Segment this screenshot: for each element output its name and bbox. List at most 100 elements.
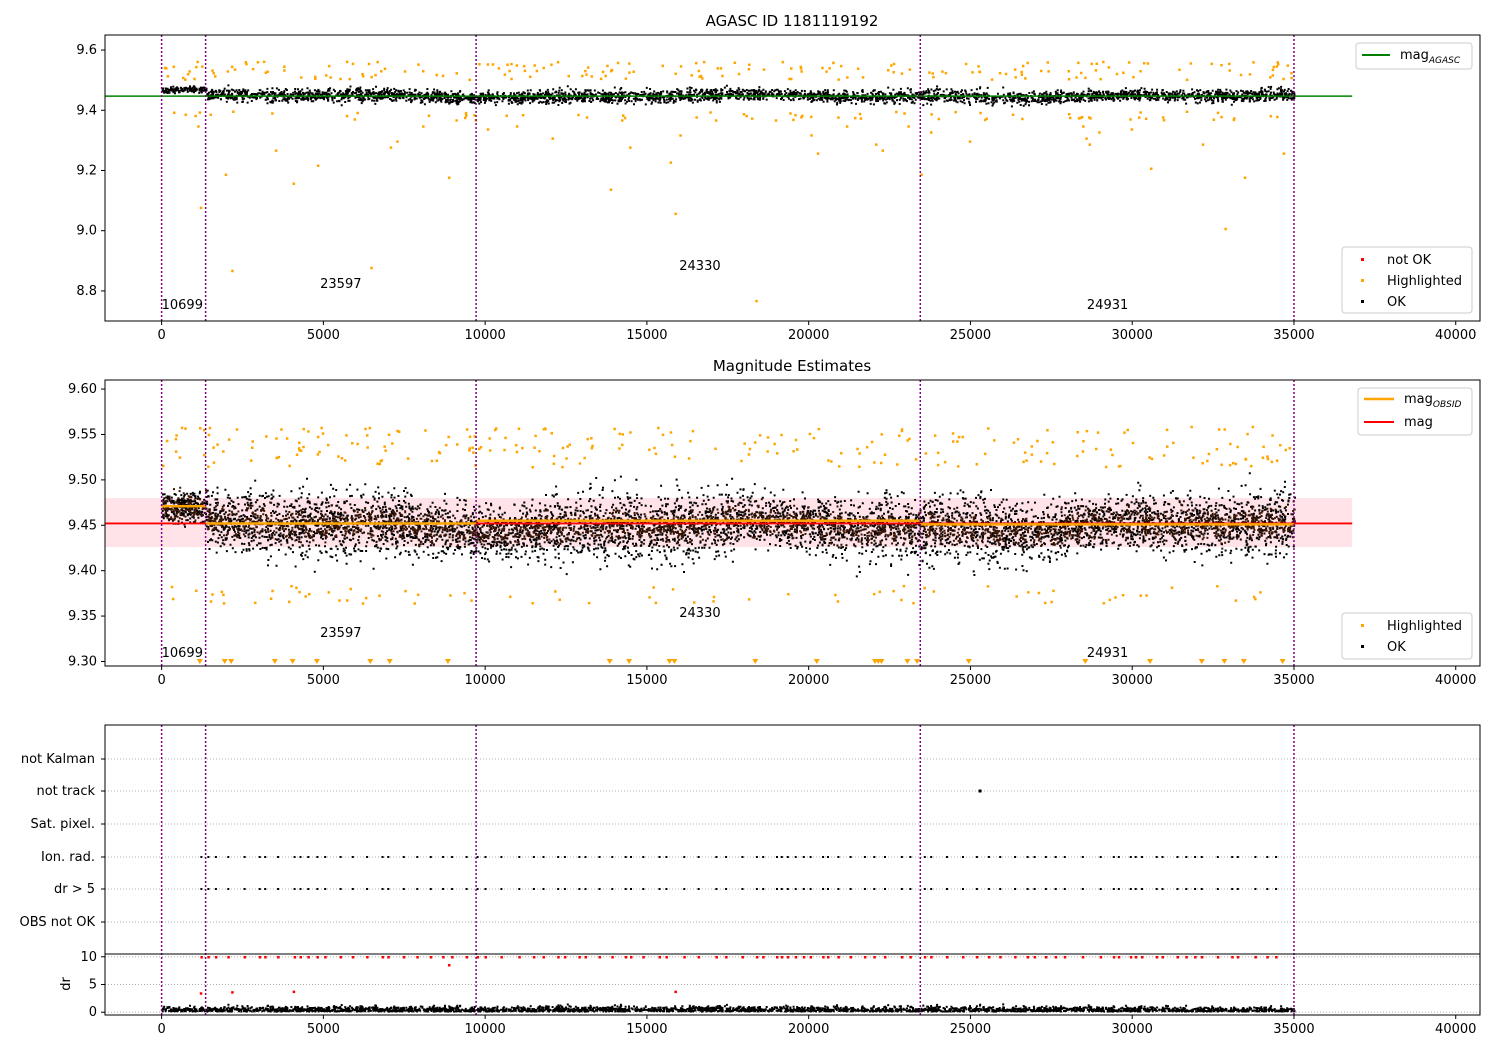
clipped-marker <box>666 659 673 664</box>
legend-label-mag: mag <box>1404 415 1433 430</box>
dr-ok-points <box>161 1003 1296 1013</box>
x-tick-label: 0 <box>157 328 165 343</box>
x-tick-label: 5000 <box>307 328 340 343</box>
x-tick-label: 20000 <box>788 1022 829 1037</box>
x-tick-label: 40000 <box>1435 1022 1476 1037</box>
panel2-ticks: 0 5000 10000 15000 20000 25000 30000 35000 40000… <box>68 382 1476 688</box>
y-tick-label: 9.55 <box>68 427 97 442</box>
clipped-marker <box>367 659 374 664</box>
x-tick-label: 10000 <box>464 328 505 343</box>
clipped-marker <box>1240 659 1247 664</box>
legend-sub-agasc: AGASC <box>1428 56 1461 66</box>
x-tick-label: 15000 <box>626 673 667 688</box>
x-tick-label: 15000 <box>626 1022 667 1037</box>
dr-not-ok-point <box>231 991 234 994</box>
flag-label: dr > 5 <box>54 882 95 897</box>
obsid-label: 24330 <box>679 259 720 274</box>
dr-gt-5-points <box>200 888 1278 890</box>
y-tick-label: 9.40 <box>68 564 97 579</box>
y-tick-label: 9.0 <box>76 224 97 239</box>
clipped-marker <box>1279 659 1286 664</box>
x-tick-label: 25000 <box>950 673 991 688</box>
dr-not-ok-point <box>674 990 677 994</box>
clipped-marker <box>904 659 911 664</box>
clipped-marker <box>271 659 278 664</box>
not-track-point <box>978 789 982 793</box>
x-tick-label: 0 <box>157 673 165 688</box>
ion-rad-points <box>200 856 1278 858</box>
y-tick-label: 9.30 <box>68 654 97 669</box>
x-tick-label: 5000 <box>307 1022 340 1037</box>
y-tick-label: 9.60 <box>68 382 97 397</box>
x-tick-label: 25000 <box>950 1022 991 1037</box>
clipped-marker <box>1198 659 1205 664</box>
clipped-marker <box>386 659 393 664</box>
panel1-frame <box>104 34 1481 322</box>
svg-text:magOBSID: magOBSID <box>1404 392 1462 410</box>
obsid-label: 10699 <box>162 646 203 661</box>
y-tick-label: 9.50 <box>68 473 97 488</box>
x-tick-label: 15000 <box>626 328 667 343</box>
panel3-data <box>105 725 1480 1015</box>
legend-marker-ok <box>1361 300 1364 303</box>
dr-not-ok-points <box>200 956 1278 959</box>
x-tick-label: 25000 <box>950 328 991 343</box>
dr-not-ok-point <box>199 992 203 995</box>
dr-tick-label: 0 <box>89 1005 97 1020</box>
x-tick-label: 35000 <box>1273 1022 1314 1037</box>
panel1-legend-bottom: not OK Highlighted OK <box>1341 246 1473 314</box>
obsid-label: 10699 <box>162 298 203 313</box>
panel2-legend-top: magOBSID mag <box>1357 387 1473 436</box>
x-tick-label: 30000 <box>1112 673 1153 688</box>
panel1-ticks: 0 5000 10000 15000 20000 25000 30000 35000 40000… <box>76 43 1476 343</box>
legend-label-mag-agasc: mag <box>1400 48 1429 63</box>
panel2-title: Magnitude Estimates <box>713 357 871 375</box>
obsid-label: 24931 <box>1087 646 1128 661</box>
legend-label-highlighted: Highlighted <box>1387 274 1462 289</box>
y-tick-label: 9.4 <box>76 103 97 118</box>
x-tick-label: 10000 <box>464 673 505 688</box>
legend-label-mag-obsid: mag <box>1404 392 1433 407</box>
x-tick-label: 35000 <box>1273 673 1314 688</box>
y-tick-label: 9.2 <box>76 163 97 178</box>
clipped-marker <box>313 659 320 664</box>
clipped-marker <box>671 659 678 664</box>
panel1-data <box>105 35 1353 321</box>
x-tick-label: 40000 <box>1435 673 1476 688</box>
y-tick-label: 9.35 <box>68 609 97 624</box>
clipped-marker <box>1147 659 1153 664</box>
clipped-marker <box>606 659 613 664</box>
flag-label: OBS not OK <box>20 915 96 930</box>
clipped-marker <box>228 659 235 664</box>
legend-label-not-ok: not OK <box>1387 253 1432 268</box>
clipped-marker <box>965 659 972 664</box>
panel3-ticks: not Kalman not track Sat. pixel. Ion. rad. d… <box>20 752 1477 1037</box>
legend-label-ok-2: OK <box>1387 640 1406 655</box>
svg-text:magAGASC: magAGASC <box>1400 48 1461 66</box>
dr-tick-label: 5 <box>89 978 97 993</box>
flag-label: not track <box>36 784 95 799</box>
clipped-marker <box>196 659 203 664</box>
x-tick-label: 30000 <box>1112 1022 1153 1037</box>
panel2-frame <box>104 379 1481 667</box>
x-tick-label: 5000 <box>307 673 340 688</box>
y-tick-label: 8.8 <box>76 284 97 299</box>
clipped-marker <box>914 659 921 664</box>
x-tick-label: 20000 <box>788 673 829 688</box>
legend-label-ok: OK <box>1387 295 1406 310</box>
y-tick-label: 9.45 <box>68 518 97 533</box>
y-tick-label: 9.6 <box>76 43 97 58</box>
clipped-marker <box>626 659 633 664</box>
panel1-title: AGASC ID 1181119192 <box>706 12 879 30</box>
clipped-marker <box>752 659 759 664</box>
clipped-marker <box>878 659 885 664</box>
legend-marker-ok-2 <box>1361 645 1364 648</box>
obsid-label: 24931 <box>1087 298 1128 313</box>
x-tick-label: 20000 <box>788 328 829 343</box>
flag-label: Sat. pixel. <box>31 817 95 832</box>
x-tick-label: 30000 <box>1112 328 1153 343</box>
legend-marker-highlighted <box>1361 279 1364 282</box>
flag-label: not Kalman <box>21 752 95 767</box>
panel1-legend-top: magAGASC <box>1355 42 1473 70</box>
